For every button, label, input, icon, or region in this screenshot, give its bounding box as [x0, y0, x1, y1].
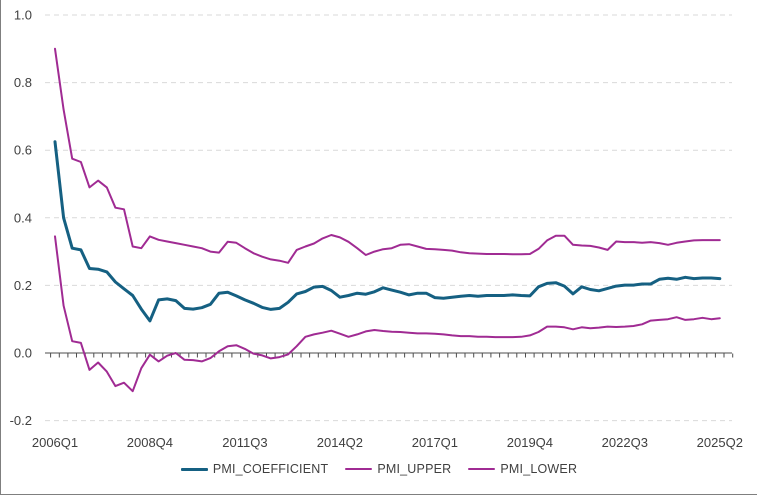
- x-axis-label: 2008Q4: [127, 435, 173, 450]
- series-line-pmi_lower: [54, 235, 721, 393]
- y-axis-label: 0.8: [14, 75, 32, 90]
- legend-item-pmi_lower: PMI_LOWER: [468, 462, 577, 476]
- y-axis-label: 0.2: [14, 278, 32, 293]
- x-axis-label: 2019Q4: [507, 435, 553, 450]
- y-axis-label: 1.0: [14, 8, 32, 23]
- legend-item-pmi_upper: PMI_UPPER: [345, 462, 451, 476]
- x-axis-label: 2006Q1: [32, 435, 78, 450]
- y-axis-label: -0.2: [10, 413, 32, 428]
- legend-line-swatch: [180, 467, 208, 471]
- x-axis-label: 2014Q2: [317, 435, 363, 450]
- legend-label: PMI_COEFFICIENT: [212, 462, 329, 476]
- x-axis-label: 2025Q2: [697, 435, 743, 450]
- y-axis-label: 0.6: [14, 143, 32, 158]
- y-axis-label: 0.4: [14, 210, 32, 225]
- legend-item-pmi_coefficient: PMI_COEFFICIENT: [180, 462, 329, 476]
- series-line-pmi_coefficient: [53, 140, 722, 323]
- series-line-pmi_upper: [54, 47, 721, 264]
- legend-line-swatch: [345, 468, 373, 470]
- legend-label: PMI_UPPER: [377, 462, 452, 476]
- legend-line-swatch: [468, 468, 496, 470]
- y-axis-label: 0.0: [14, 346, 32, 361]
- x-axis-label: 2022Q3: [602, 435, 648, 450]
- x-axis-label: 2017Q1: [412, 435, 458, 450]
- chart-legend: PMI_COEFFICIENT PMI_UPPER PMI_LOWER: [1, 459, 757, 479]
- legend-label: PMI_LOWER: [500, 462, 578, 476]
- x-axis-label: 2011Q3: [222, 435, 267, 450]
